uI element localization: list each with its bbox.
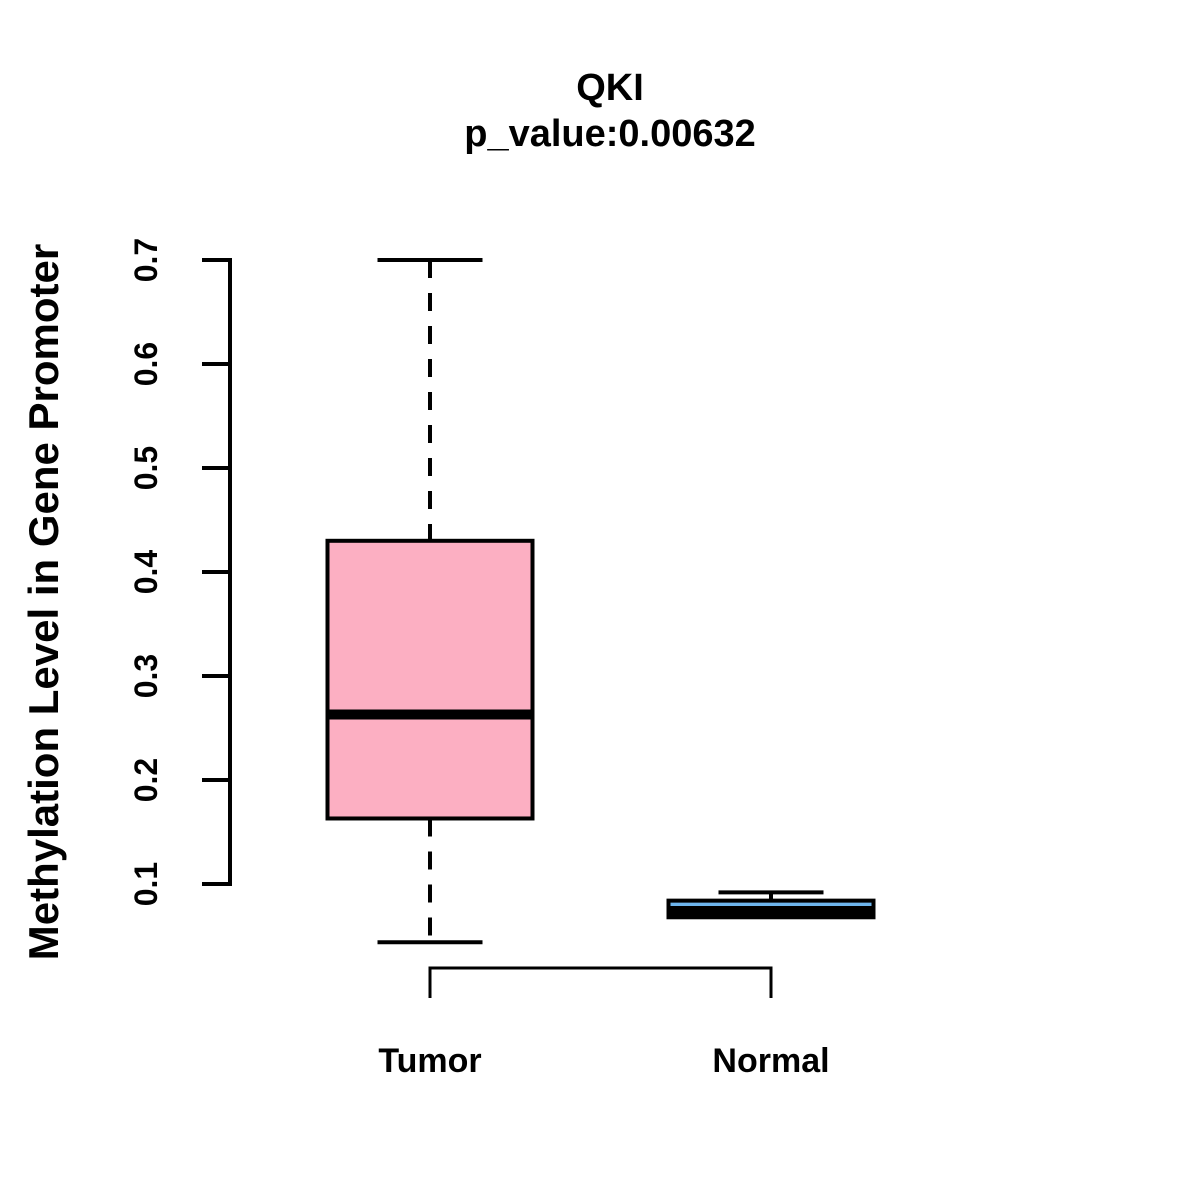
y-tick-label: 0.1 [128,862,164,906]
y-tick-label: 0.5 [128,446,164,490]
chart-title: QKI [576,67,644,109]
x-category-label-tumor: Tumor [378,1042,481,1080]
y-tick-label: 0.3 [128,654,164,698]
y-tick-label: 0.6 [128,342,164,386]
box-tumor [325,538,535,821]
y-tick-label: 0.4 [128,550,164,595]
x-category-label-normal: Normal [712,1042,829,1080]
chart-subtitle: p_value:0.00632 [464,113,756,155]
y-tick-label: 0.2 [128,758,164,802]
y-tick-label: 0.7 [128,238,164,282]
